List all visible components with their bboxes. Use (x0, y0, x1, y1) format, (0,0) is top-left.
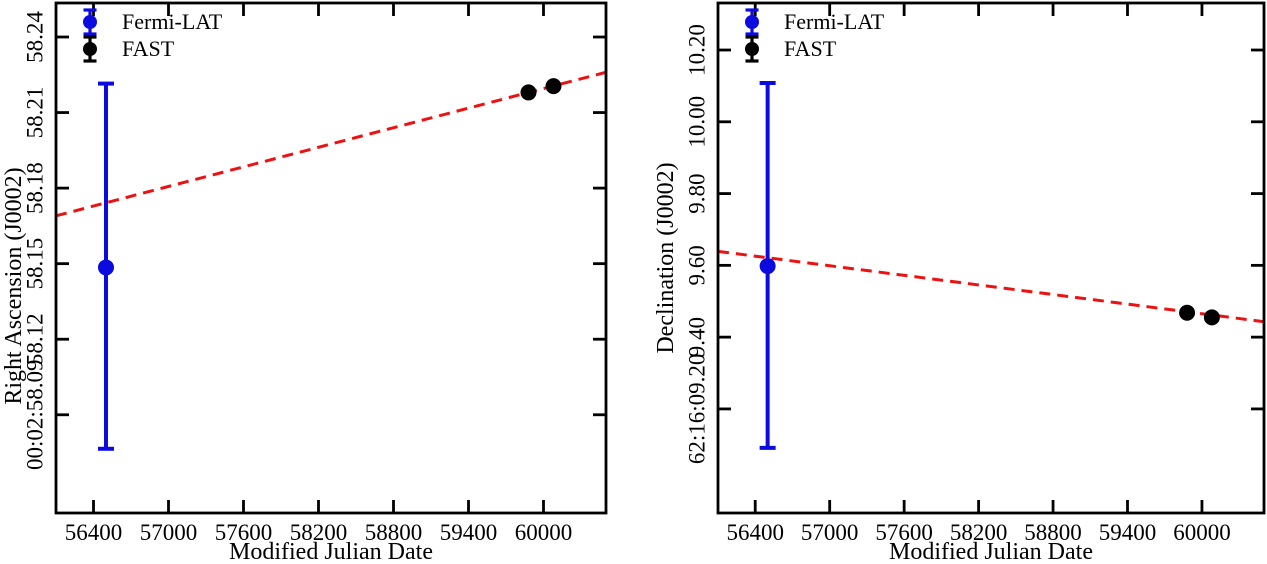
fit-line (717, 249, 1265, 324)
x-tick-label: 58200 (950, 520, 1008, 545)
x-tick-label: 57600 (875, 520, 933, 545)
series-fermi-lat (759, 81, 776, 450)
data-point-fermi-lat (759, 258, 776, 275)
y-axis-title: Right Ascension (J0002) (1, 167, 27, 404)
plot-frame (54, 1, 608, 515)
plot-frame (716, 1, 1266, 515)
legend-label-fermi-lat: Fermi-LAT (122, 9, 223, 34)
x-axis-title: Modified Julian Date (889, 539, 1093, 564)
dec-panel: 56400 57000 57600 58200 58800 59400 60000 10.20… (653, 1, 1266, 564)
y-tick-label: 9.80 (685, 173, 710, 213)
y-tick-label: 58.24 (23, 11, 48, 63)
x-tick-label: 59400 (440, 520, 498, 545)
x-tick-label: 56400 (726, 520, 784, 545)
series-fermi-lat (98, 81, 114, 451)
x-tick-label: 59400 (1099, 520, 1157, 545)
y-tick-label: 58.18 (23, 162, 48, 214)
x-tick-label: 58200 (290, 520, 348, 545)
legend-marker-fermi-lat (83, 15, 97, 29)
x-tick-label: 57600 (215, 520, 273, 545)
data-point-fast (1203, 309, 1220, 326)
legend-label-fermi-lat: Fermi-LAT (784, 9, 885, 34)
data-point-fermi-lat (98, 259, 114, 276)
fit-line (55, 70, 607, 218)
data-point-fast (520, 84, 537, 101)
y-axis-title: Declination (J0002) (653, 162, 679, 353)
y-tick-label: 00:02:58.09 (23, 360, 48, 471)
legend-marker-fermi-lat (745, 15, 759, 29)
x-tick-label: 57000 (801, 520, 859, 545)
x-axis-title: Modified Julian Date (229, 539, 433, 564)
x-tick-label: 60000 (1173, 520, 1231, 545)
y-tick-label: 58.12 (23, 313, 48, 365)
legend-label-fast: FAST (122, 36, 175, 61)
y-tick-label: 10.00 (685, 96, 710, 148)
data-point-fast (1179, 304, 1196, 321)
y-tick-label: 10.20 (685, 24, 710, 76)
x-tick-label: 58800 (1024, 520, 1082, 545)
y-tick-label: 9.60 (685, 245, 710, 285)
series-fast (1179, 304, 1220, 326)
ra-panel: 56400 57000 57600 58200 58800 59400 60000 58.24… (1, 1, 608, 564)
y-tick-label: 58.21 (23, 87, 48, 139)
y-tick-label: 58.15 (23, 238, 48, 290)
series-fast (520, 78, 562, 101)
legend-marker-fast (83, 42, 97, 56)
legend-marker-fast (745, 42, 759, 56)
y-tick-label: 62:16:09.20 (685, 354, 710, 465)
y-tick-label: 9.40 (685, 317, 710, 357)
x-tick-label: 57000 (140, 520, 198, 545)
x-tick-label: 60000 (515, 520, 573, 545)
x-tick-label: 58800 (365, 520, 423, 545)
legend-label-fast: FAST (784, 36, 837, 61)
x-tick-label: 56400 (65, 520, 123, 545)
data-point-fast (545, 78, 562, 95)
